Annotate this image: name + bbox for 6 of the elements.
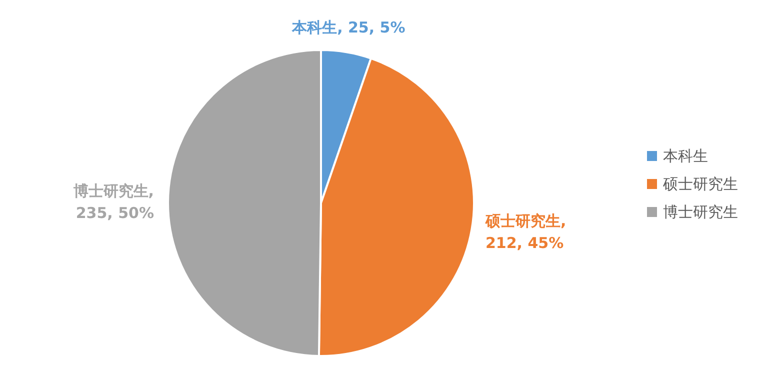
legend-label: 本科生 [663,146,708,166]
data-label: 硕士研究生, 212, 45% [484,212,566,252]
data-label: 本科生, 25, 5% [291,18,406,36]
legend-label: 硕士研究生 [663,174,738,194]
data-label: 博士研究生, 235, 50% [72,182,154,222]
legend-label: 博士研究生 [663,202,738,222]
